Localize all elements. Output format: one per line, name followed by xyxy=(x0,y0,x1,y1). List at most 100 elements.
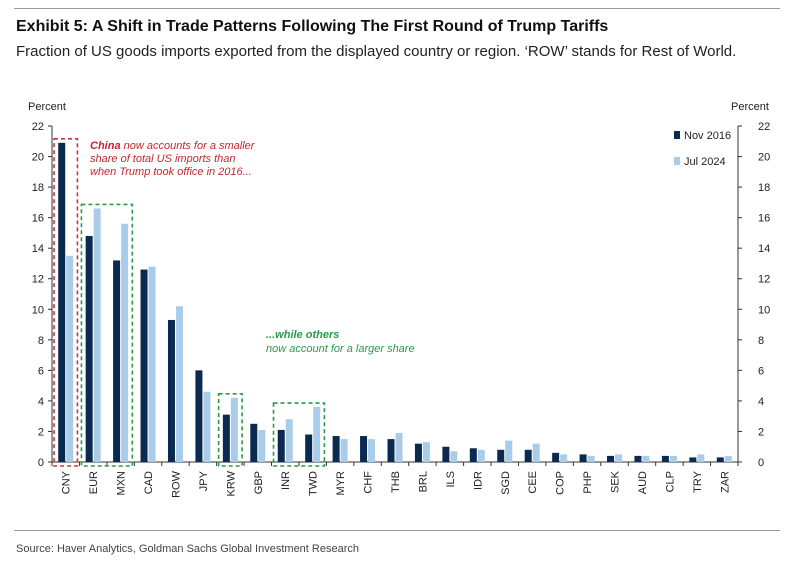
bar-krw-nov2016 xyxy=(222,414,230,462)
china-note-line2: share of total US imports than xyxy=(90,153,236,165)
bar-row-nov2016 xyxy=(167,319,175,462)
others-note-line2: now account for a larger share xyxy=(266,343,415,355)
y-tick-label-left: 12 xyxy=(32,274,44,286)
x-tick-label-chf: CHF xyxy=(363,471,375,494)
bar-cop-nov2016 xyxy=(552,452,560,462)
x-tick-label-cny: CNY xyxy=(61,470,73,494)
bar-cee-nov2016 xyxy=(524,449,532,462)
y-tick-label-left: 6 xyxy=(38,365,44,377)
x-tick-label-eur: EUR xyxy=(88,471,100,494)
y-tick-label-left: 2 xyxy=(38,426,44,438)
bar-inr-nov2016 xyxy=(277,429,285,462)
y-tick-label-right: 6 xyxy=(758,365,764,377)
y-tick-label-right: 10 xyxy=(758,304,770,316)
bar-gbp-jul2024 xyxy=(258,429,266,462)
annotations: China now accounts for a smaller share o… xyxy=(90,140,415,355)
x-tick-label-sgd: SGD xyxy=(500,471,512,495)
y-tick-label-left: 20 xyxy=(32,152,44,164)
x-tick-label-krw: KRW xyxy=(225,470,237,496)
bar-ils-nov2016 xyxy=(442,446,450,462)
highlight-box-krw xyxy=(217,393,243,467)
y-tick-label-right: 2 xyxy=(758,426,764,438)
y-tick-label-left: 18 xyxy=(32,182,44,194)
x-tick-label-gbp: GBP xyxy=(253,471,265,494)
y-tick-label-right: 18 xyxy=(758,182,770,194)
y-tick-label-right: 16 xyxy=(758,213,770,225)
bar-idr-jul2024 xyxy=(477,449,485,462)
bar-cee-jul2024 xyxy=(532,443,540,462)
x-tick-label-twd: TWD xyxy=(308,471,320,496)
y-tick-label-right: 14 xyxy=(758,243,770,255)
y-axis-label-right: Percent xyxy=(731,101,769,113)
y-tick-label-left: 10 xyxy=(32,304,44,316)
bar-try-jul2024 xyxy=(697,454,705,462)
bar-cad-nov2016 xyxy=(140,269,148,462)
bar-cny-jul2024 xyxy=(66,255,74,462)
y-tick-label-right: 20 xyxy=(758,152,770,164)
highlight-box-eur xyxy=(80,203,134,467)
chart-title: Exhibit 5: A Shift in Trade Patterns Fol… xyxy=(16,18,609,35)
y-tick-label-left: 14 xyxy=(32,243,44,255)
bar-myr-jul2024 xyxy=(340,439,348,462)
bar-aud-jul2024 xyxy=(642,455,650,462)
bar-clp-nov2016 xyxy=(661,455,669,462)
top-rule xyxy=(14,8,780,9)
legend: Nov 2016 Jul 2024 xyxy=(674,130,731,168)
bar-zar-jul2024 xyxy=(724,455,732,462)
bar-sek-nov2016 xyxy=(607,455,615,462)
x-tick-label-ils: ILS xyxy=(445,471,457,488)
y-axis-label-left: Percent xyxy=(28,101,66,113)
x-tick-label-sek: SEK xyxy=(610,470,622,493)
highlight-boxes xyxy=(53,138,326,467)
x-tick-label-mxn: MXN xyxy=(116,471,128,496)
y-tick-label-left: 16 xyxy=(32,213,44,225)
china-note-line1: China now accounts for a smaller xyxy=(90,140,256,152)
bar-eur-nov2016 xyxy=(85,235,93,462)
y-tick-label-right: 0 xyxy=(758,457,764,469)
bar-idr-nov2016 xyxy=(469,448,477,462)
china-note-rest: now accounts for a smaller xyxy=(121,140,256,152)
bar-gbp-nov2016 xyxy=(250,423,258,462)
bar-thb-nov2016 xyxy=(387,439,395,462)
bar-inr-jul2024 xyxy=(285,419,293,462)
bars xyxy=(58,142,732,463)
bar-brl-nov2016 xyxy=(414,443,422,462)
bar-cny-nov2016 xyxy=(58,142,66,463)
bar-php-jul2024 xyxy=(587,455,595,462)
y-tick-label-left: 22 xyxy=(32,121,44,133)
legend-label-1: Jul 2024 xyxy=(684,156,726,168)
x-tick-label-zar: ZAR xyxy=(719,471,731,493)
bar-jpy-jul2024 xyxy=(203,391,211,462)
china-note-line3: when Trump took office in 2016... xyxy=(90,166,252,178)
bar-twd-jul2024 xyxy=(313,407,321,462)
highlight-box-inr xyxy=(272,402,326,467)
y-tick-label-left: 4 xyxy=(38,396,44,408)
bar-clp-jul2024 xyxy=(669,455,677,462)
bar-twd-nov2016 xyxy=(305,434,313,462)
bar-thb-jul2024 xyxy=(395,432,403,462)
legend-swatch-0 xyxy=(674,131,680,139)
bar-chf-jul2024 xyxy=(368,439,376,462)
source-note: Source: Haver Analytics, Goldman Sachs G… xyxy=(16,543,359,555)
legend-label-0: Nov 2016 xyxy=(684,130,731,142)
x-tick-label-myr: MYR xyxy=(335,471,347,496)
y-tick-label-left: 0 xyxy=(38,457,44,469)
x-tick-label-jpy: JPY xyxy=(198,470,210,491)
legend-swatch-1 xyxy=(674,157,680,165)
x-tick-label-aud: AUD xyxy=(637,471,649,494)
x-tick-label-cad: CAD xyxy=(143,471,155,494)
bar-mxn-jul2024 xyxy=(121,223,129,462)
bar-krw-jul2024 xyxy=(230,397,238,462)
x-tick-label-try: TRY xyxy=(692,470,704,492)
y-tick-label-right: 12 xyxy=(758,274,770,286)
bar-brl-jul2024 xyxy=(422,442,430,462)
y-tick-label-right: 8 xyxy=(758,335,764,347)
bar-cop-jul2024 xyxy=(560,454,568,462)
bar-row-jul2024 xyxy=(175,306,183,462)
x-tick-label-idr: IDR xyxy=(472,471,484,490)
bar-myr-nov2016 xyxy=(332,436,340,462)
y-tick-label-right: 4 xyxy=(758,396,764,408)
bar-mxn-nov2016 xyxy=(113,260,121,462)
bar-aud-nov2016 xyxy=(634,455,642,462)
